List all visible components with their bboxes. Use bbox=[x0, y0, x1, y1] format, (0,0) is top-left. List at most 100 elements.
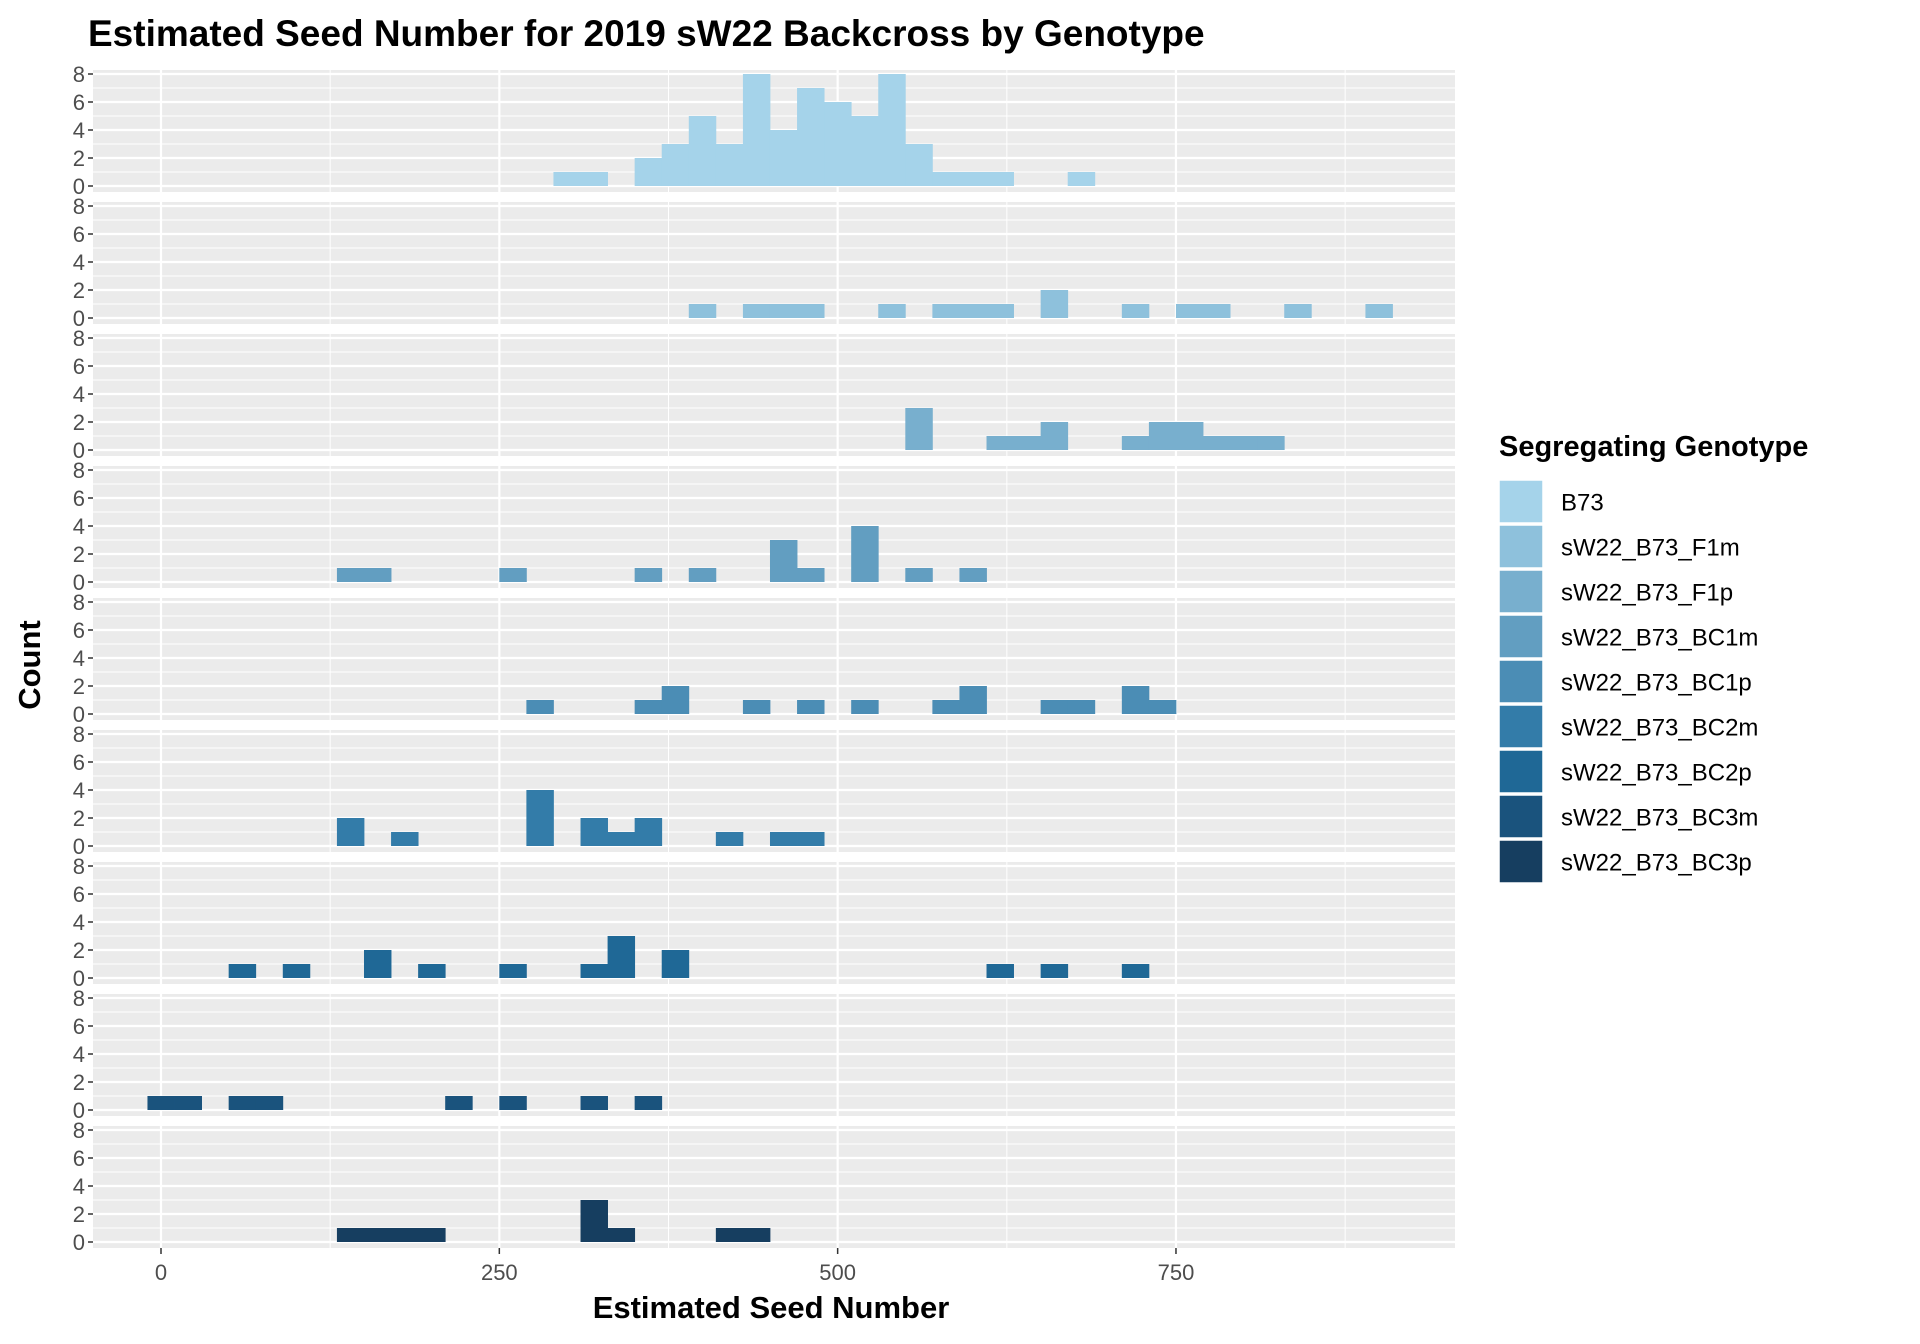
histogram-bar bbox=[1257, 436, 1285, 450]
histogram-bar bbox=[769, 540, 798, 582]
y-tick-label: 4 bbox=[73, 1042, 85, 1067]
histogram-bar bbox=[688, 116, 717, 186]
y-tick-label: 0 bbox=[73, 570, 85, 595]
y-tick-label: 4 bbox=[73, 382, 85, 407]
histogram-bar bbox=[1121, 304, 1150, 318]
histogram-bar bbox=[363, 1228, 392, 1242]
histogram-bar bbox=[418, 1228, 446, 1242]
y-tick-label: 6 bbox=[73, 750, 85, 775]
histogram-bar bbox=[661, 950, 690, 978]
histogram-bar bbox=[634, 700, 663, 714]
histogram-bar bbox=[1365, 304, 1393, 318]
histogram-bar bbox=[1121, 964, 1150, 978]
histogram-bar bbox=[688, 568, 717, 582]
histogram-bar bbox=[959, 304, 987, 318]
histogram-bar bbox=[1148, 422, 1177, 450]
histogram-bar bbox=[634, 818, 663, 846]
histogram-bar bbox=[1121, 686, 1150, 714]
y-tick-label: 4 bbox=[73, 118, 85, 143]
histogram-bar bbox=[715, 832, 744, 846]
y-tick-label: 4 bbox=[73, 1174, 85, 1199]
histogram-bar bbox=[363, 568, 392, 582]
y-tick-label: 8 bbox=[73, 986, 85, 1011]
histogram-bar bbox=[824, 102, 852, 186]
legend-label: sW22_B73_F1p bbox=[1561, 580, 1733, 607]
histogram-bar bbox=[499, 964, 527, 978]
y-tick-label: 4 bbox=[73, 250, 85, 275]
y-tick-label: 0 bbox=[73, 438, 85, 463]
histogram-bar bbox=[742, 74, 771, 186]
histogram-bar bbox=[174, 1096, 202, 1110]
y-tick-label: 8 bbox=[73, 590, 85, 615]
histogram-bar bbox=[607, 936, 636, 978]
facet-panels: 0246802468024680246802468024680246802468… bbox=[73, 62, 1455, 1255]
histogram-bar bbox=[336, 818, 365, 846]
histogram-bar bbox=[580, 1096, 608, 1110]
histogram-bar bbox=[1067, 700, 1096, 714]
y-tick-label: 8 bbox=[73, 326, 85, 351]
legend-item: sW22_B73_BC1m bbox=[1498, 614, 1758, 659]
y-tick-label: 8 bbox=[73, 854, 85, 879]
y-tick-label: 2 bbox=[73, 938, 85, 963]
histogram-bar bbox=[1013, 436, 1042, 450]
y-tick-label: 8 bbox=[73, 1118, 85, 1143]
histogram-bar bbox=[932, 304, 960, 318]
facet-panel: 0 2 4 6 8 bbox=[73, 590, 1455, 727]
legend-key bbox=[1498, 839, 1544, 884]
y-tick-label: 6 bbox=[73, 1146, 85, 1171]
y-tick-label: 6 bbox=[73, 486, 85, 511]
y-axis-title: Count bbox=[12, 620, 47, 710]
histogram-bar bbox=[228, 964, 257, 978]
facet-panel: 0 2 4 6 8 bbox=[73, 194, 1455, 331]
histogram-bar bbox=[742, 700, 771, 714]
histogram-bar bbox=[1230, 436, 1258, 450]
facet-panel: 0 2 4 6 8 bbox=[73, 854, 1455, 991]
histogram-bar bbox=[363, 950, 392, 978]
y-tick-label: 6 bbox=[73, 882, 85, 907]
y-tick-label: 8 bbox=[73, 194, 85, 219]
legend: Segregating Genotype B73 sW22_B73_F1m sW22… bbox=[1498, 431, 1808, 884]
histogram-bar bbox=[1284, 304, 1312, 318]
y-tick-label: 2 bbox=[73, 1202, 85, 1227]
legend-item: sW22_B73_BC3p bbox=[1498, 839, 1752, 884]
histogram-bar bbox=[661, 686, 690, 714]
y-tick-label: 2 bbox=[73, 1070, 85, 1095]
histogram-bar bbox=[769, 304, 798, 318]
x-tick-label: 0 bbox=[155, 1260, 167, 1285]
histogram-bar bbox=[1203, 436, 1231, 450]
histogram-bar bbox=[1040, 964, 1069, 978]
histogram-bar bbox=[661, 144, 690, 186]
histogram-bar bbox=[1121, 436, 1150, 450]
legend-label: sW22_B73_F1m bbox=[1561, 535, 1740, 562]
legend-label: sW22_B73_BC1m bbox=[1561, 625, 1758, 652]
y-tick-label: 4 bbox=[73, 910, 85, 935]
histogram-bar bbox=[959, 568, 987, 582]
legend-key bbox=[1498, 749, 1544, 794]
histogram-bar bbox=[878, 74, 906, 186]
y-tick-label: 8 bbox=[73, 62, 85, 87]
y-tick-label: 8 bbox=[73, 458, 85, 483]
histogram-bar bbox=[418, 964, 446, 978]
y-tick-label: 2 bbox=[73, 674, 85, 699]
histogram-bar bbox=[634, 568, 663, 582]
y-tick-label: 4 bbox=[73, 514, 85, 539]
y-tick-label: 6 bbox=[73, 1014, 85, 1039]
histogram-bar bbox=[580, 964, 608, 978]
histogram-bar bbox=[607, 832, 636, 846]
legend-item: sW22_B73_F1p bbox=[1498, 569, 1733, 614]
legend-item: B73 bbox=[1498, 479, 1604, 524]
y-tick-label: 8 bbox=[73, 722, 85, 747]
x-axis-title: Estimated Seed Number bbox=[593, 1290, 950, 1325]
histogram-bar bbox=[1040, 422, 1069, 450]
legend-key bbox=[1498, 659, 1544, 704]
legend-key bbox=[1498, 479, 1544, 524]
y-tick-label: 2 bbox=[73, 278, 85, 303]
legend-key bbox=[1498, 524, 1544, 569]
histogram-bar bbox=[797, 304, 825, 318]
histogram-bar bbox=[1067, 172, 1096, 186]
y-tick-label: 0 bbox=[73, 306, 85, 331]
histogram-bar bbox=[1040, 290, 1069, 318]
histogram-bar bbox=[580, 818, 608, 846]
y-tick-label: 2 bbox=[73, 410, 85, 435]
